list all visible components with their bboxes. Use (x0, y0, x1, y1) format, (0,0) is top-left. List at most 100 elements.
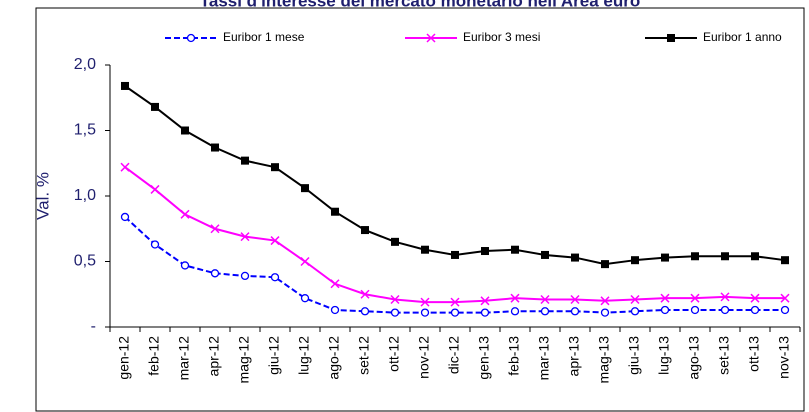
data-point (361, 226, 369, 235)
data-point (690, 293, 700, 303)
x-tick-label: set-13 (716, 336, 732, 375)
legend-marker (667, 34, 675, 42)
data-point (630, 307, 640, 316)
data-point (661, 253, 669, 262)
y-axis-label: Val. % (33, 172, 52, 220)
data-point (480, 296, 490, 306)
data-point (600, 308, 610, 317)
data-point (420, 297, 430, 307)
data-point (780, 305, 790, 315)
data-point (780, 293, 790, 303)
x-tick-label: lug-13 (656, 336, 672, 375)
data-point (540, 307, 550, 316)
data-point (570, 307, 580, 316)
data-point (660, 293, 670, 303)
chart-title: Tassi d'interesse del mercato monetario … (200, 0, 640, 10)
data-point (541, 250, 549, 259)
data-point (120, 162, 130, 172)
data-point (360, 289, 370, 299)
legend-label: Euribor 3 mesi (463, 30, 540, 44)
data-point (330, 305, 340, 315)
data-point (271, 163, 279, 172)
x-tick-label: nov-13 (776, 336, 792, 379)
data-point (241, 156, 249, 165)
chart-frame (35, 7, 805, 412)
data-point (660, 305, 670, 315)
data-point (721, 252, 729, 261)
x-tick-label: giu-12 (266, 336, 282, 375)
y-tick-label: 1,0 (74, 187, 96, 204)
x-tick-label: ott-13 (746, 336, 762, 372)
data-point (720, 305, 730, 315)
y-tick-label: 0,5 (74, 253, 96, 270)
data-point (211, 143, 219, 152)
x-tick-label: dic-12 (446, 336, 462, 374)
x-tick-label: ago-13 (686, 336, 702, 380)
x-tick-label: set-12 (356, 336, 372, 375)
x-tick-label: gen-13 (476, 336, 492, 380)
data-point (210, 269, 220, 278)
data-point (750, 293, 760, 303)
data-point (210, 224, 220, 234)
y-tick-label: - (91, 318, 96, 335)
data-point (511, 245, 519, 254)
data-point (451, 250, 459, 259)
legend-label: Euribor 1 anno (703, 30, 782, 44)
y-tick-label: 2,0 (74, 56, 96, 73)
series-line (124, 216, 785, 314)
x-tick-label: apr-12 (206, 336, 222, 377)
data-point (150, 184, 160, 194)
data-point (181, 126, 189, 135)
data-point (180, 261, 190, 270)
data-point (481, 247, 489, 256)
data-point (390, 294, 400, 305)
data-point (301, 184, 309, 193)
x-tick-label: nov-12 (416, 336, 432, 379)
data-point (240, 232, 250, 242)
legend-marker (186, 33, 196, 43)
data-point (630, 294, 640, 305)
data-point (330, 279, 340, 289)
data-point (510, 307, 520, 316)
x-tick-label: gen-12 (116, 336, 132, 380)
data-point (390, 308, 400, 317)
x-tick-label: mar-13 (536, 336, 552, 381)
data-point (150, 240, 160, 249)
data-point (510, 293, 520, 303)
data-point (331, 207, 339, 216)
data-point (300, 256, 310, 267)
data-point (781, 256, 789, 265)
data-point (421, 245, 429, 254)
data-point (480, 308, 490, 317)
legend-marker (426, 33, 436, 43)
data-point (750, 305, 760, 315)
x-tick-label: feb-12 (146, 336, 162, 376)
data-point (450, 297, 460, 307)
data-point (631, 256, 639, 265)
x-tick-label: feb-13 (506, 336, 522, 376)
data-point (420, 308, 430, 317)
data-point (151, 102, 159, 111)
data-point (690, 305, 700, 315)
y-tick-label: 1,5 (74, 122, 96, 139)
x-tick-label: mar-12 (176, 336, 192, 381)
data-point (570, 294, 580, 305)
data-point (180, 209, 190, 219)
data-point (691, 252, 699, 261)
data-point (751, 252, 759, 261)
x-tick-label: ott-12 (386, 336, 402, 372)
x-tick-label: giu-13 (626, 336, 642, 375)
x-tick-label: apr-13 (566, 336, 582, 377)
data-point (120, 212, 130, 222)
data-point (270, 273, 280, 282)
data-point (601, 260, 609, 269)
x-tick-label: mag-12 (236, 336, 252, 384)
data-point (300, 294, 310, 303)
data-point (720, 292, 730, 302)
data-point (540, 294, 550, 305)
data-point (391, 237, 399, 246)
data-point (270, 236, 280, 246)
x-tick-label: mag-13 (596, 336, 612, 384)
data-point (240, 271, 250, 281)
